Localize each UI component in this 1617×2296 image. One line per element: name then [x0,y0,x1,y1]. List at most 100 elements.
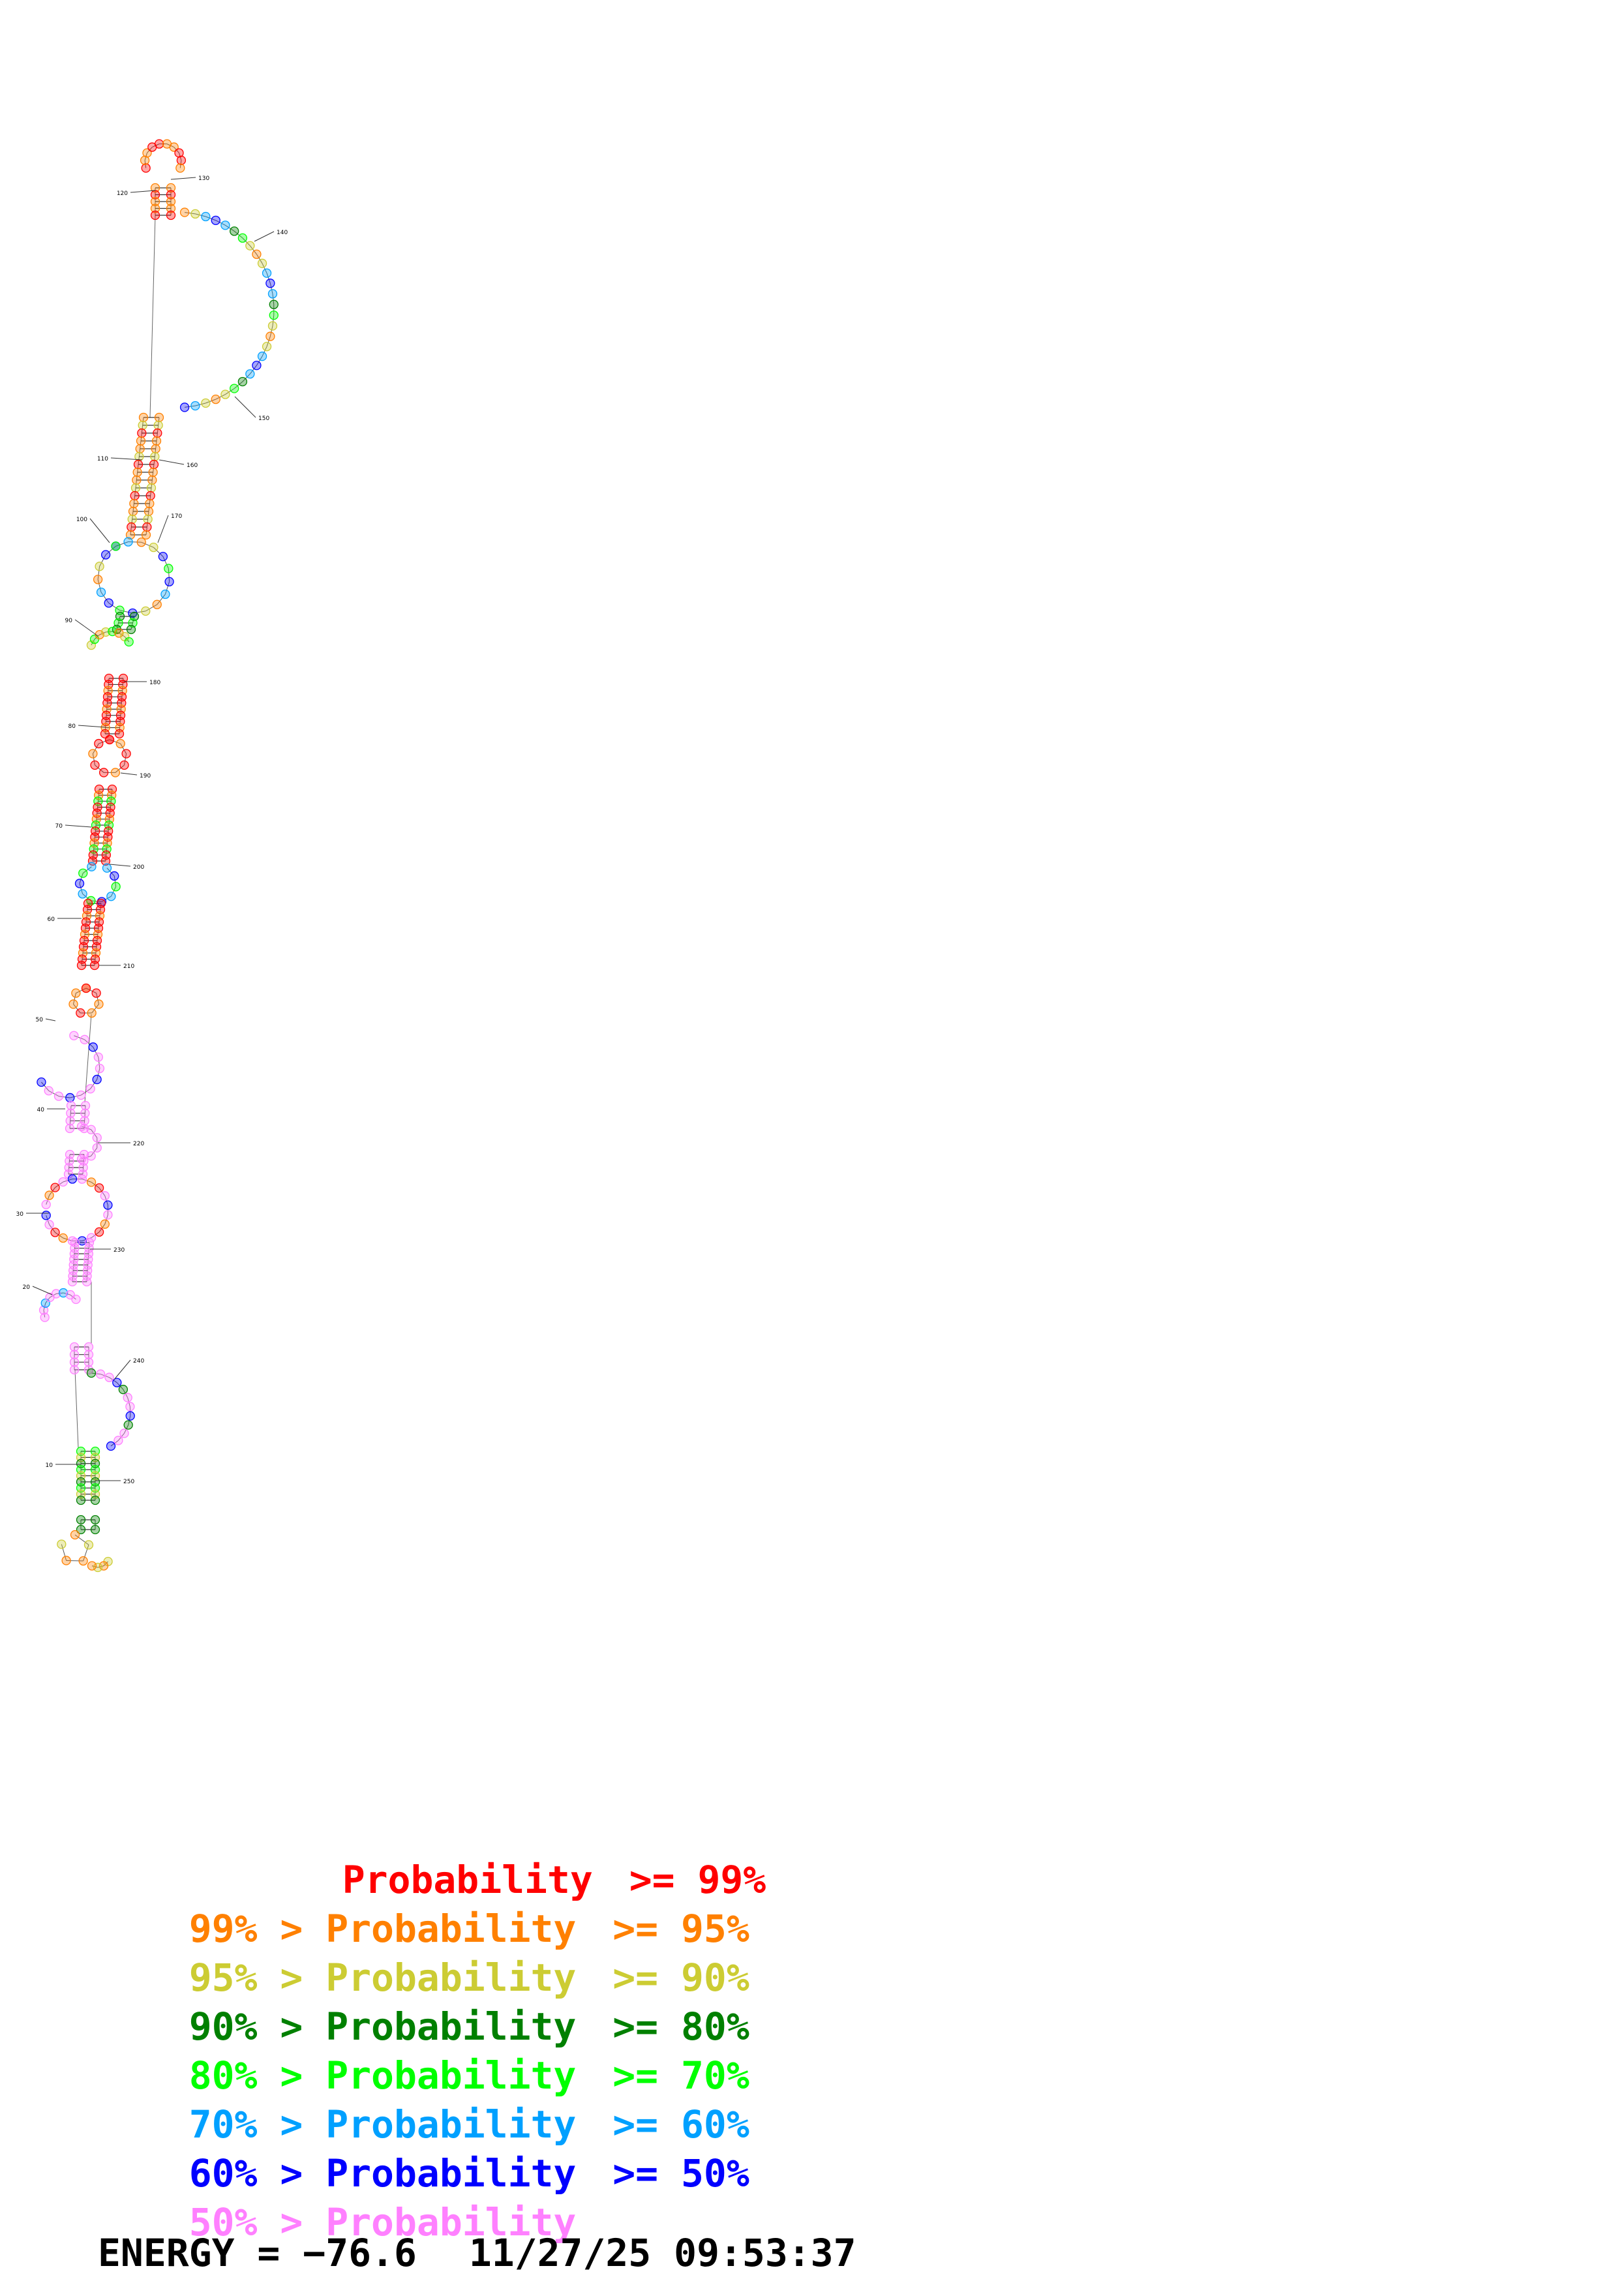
backbone-segment [75,1370,78,1448]
legend-row: Probability>= 99% [98,1807,1011,1856]
nucleotide [149,543,158,552]
nucleotide [221,390,230,399]
nucleotide [91,761,99,770]
nucleotide [110,871,119,880]
legend-label: Probability [325,2002,612,2051]
nucleotide [100,768,108,777]
legend-gt: > [280,2102,303,2147]
position-label: 160 [187,462,198,469]
nucleotide [153,600,161,609]
nucleotide [93,1075,101,1083]
legend-lower-bound: 80% [189,2053,258,2098]
nucleotide [246,370,254,378]
nucleotide [181,208,189,217]
position-label: 60 [48,916,55,923]
nucleotide [102,551,110,559]
nucleotide [167,211,175,220]
nucleotide [91,1526,100,1534]
nucleotide [202,399,210,407]
nucleotide [146,492,155,500]
position-tick [90,519,110,543]
position-tick [158,515,168,543]
nucleotide [252,250,261,258]
nucleotide [95,1184,104,1192]
nucleotide [132,484,140,492]
nucleotide [130,500,138,508]
date-stamp: 11/27/25 [469,2231,651,2275]
nucleotide [113,1378,121,1387]
nucleotide [153,437,161,446]
nucleotide [76,1009,85,1018]
nucleotide [145,500,154,508]
legend-label: Probability [325,2100,612,2149]
nucleotide [119,1385,127,1394]
nucleotide [106,736,114,744]
legend-upper-bound: 80% [681,2004,749,2049]
nucleotide [154,421,162,430]
nucleotide [155,140,164,148]
legend-upper-bound: 70% [681,2053,749,2098]
position-label: 30 [16,1211,24,1218]
nucleotide [87,1178,96,1186]
nucleotide [111,768,119,777]
nucleotide [94,1053,102,1061]
position-label: 220 [133,1141,144,1147]
position-label: 180 [149,680,160,686]
nucleotide [78,1123,86,1131]
position-label: 90 [65,618,73,624]
nucleotide [128,515,136,524]
nucleotide [95,1000,103,1008]
nucleotide [176,164,185,172]
nucleotide [107,1442,115,1450]
nucleotide [104,1211,112,1219]
nucleotide [95,1065,104,1073]
nucleotide [151,445,160,453]
nucleotide [137,437,145,446]
position-label: 40 [37,1107,45,1113]
nucleotide [79,869,87,877]
nucleotide [202,213,210,221]
nucleotide [77,1496,85,1505]
legend-gt: > [280,2053,303,2098]
nucleotide [83,1278,91,1286]
legend-gt: > [280,1907,303,1951]
nucleotide [84,1541,93,1549]
nucleotide [140,414,148,422]
nucleotide [94,575,102,584]
nucleotide [92,989,100,997]
nucleotide [79,1557,87,1565]
nucleotide [66,1125,74,1133]
nucleotide [97,588,106,596]
nucleotide [70,1031,78,1040]
nucleotide [93,1143,101,1152]
nucleotide [122,749,130,758]
nucleotide [268,290,277,298]
nucleotide [211,395,220,404]
nucleotide [266,279,275,288]
nucleotide [72,1295,80,1304]
position-label: 50 [36,1017,44,1023]
nucleotide [93,1134,101,1142]
nucleotide [78,890,87,898]
nucleotide [88,1562,97,1570]
legend-upper-bound: 99% [697,1858,766,1902]
nucleotide [72,989,80,997]
legend-cmp: >= [612,2053,658,2098]
nucleotide [104,1201,112,1209]
nucleotide [95,562,104,571]
nucleotide [69,1000,78,1008]
nucleotide [133,468,142,477]
nucleotide [252,361,261,370]
nucleotide [269,300,278,309]
position-label: 140 [277,230,288,236]
nucleotide [116,740,125,748]
nucleotide [42,1211,50,1220]
position-label: 70 [55,823,63,830]
position-label: 170 [171,513,182,520]
position-tick [114,1360,130,1380]
nucleotide [130,492,139,500]
nucleotide [112,542,120,551]
nucleotide [129,507,138,516]
time-stamp: 09:53:37 [674,2231,856,2275]
legend-upper-bound: 50% [681,2151,749,2196]
